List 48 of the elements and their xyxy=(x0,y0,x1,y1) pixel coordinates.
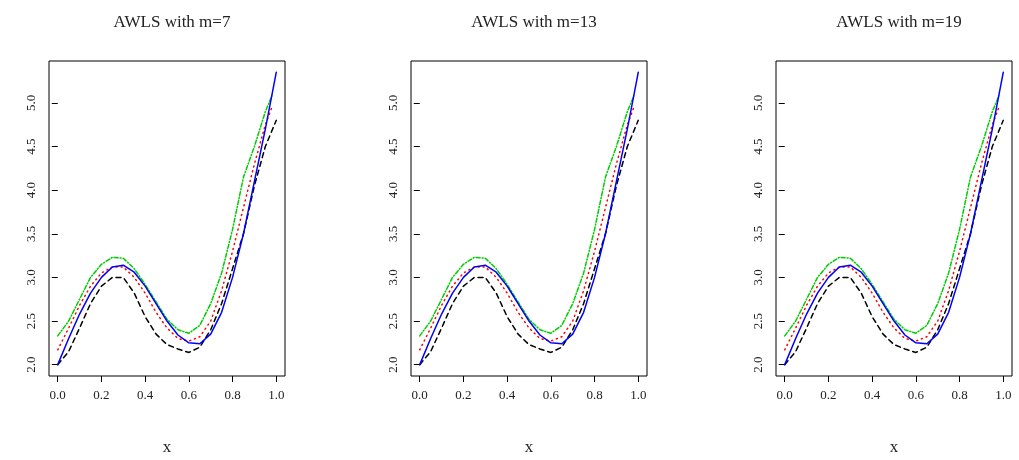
x-tick-label: 0.2 xyxy=(820,387,837,402)
y-tick-label: 2.5 xyxy=(750,312,765,330)
x-tick-label: 0.4 xyxy=(499,387,516,402)
y-tick-label: 3.5 xyxy=(385,225,400,242)
y-tick-label: 2.0 xyxy=(385,356,400,373)
x-axis-title: x xyxy=(524,437,534,456)
x-axis-title: x xyxy=(889,437,899,456)
y-tick-label: 2.5 xyxy=(23,312,38,330)
y-tick-label: 4.0 xyxy=(750,182,765,199)
x-tick-label: 0.6 xyxy=(907,387,925,402)
chart-title: AWLS with m=7 xyxy=(113,12,231,31)
x-tick-label: 1.0 xyxy=(630,387,647,402)
x-tick-label: 0.2 xyxy=(93,387,110,402)
y-tick-label: 4.5 xyxy=(385,138,400,155)
x-tick-label: 0.4 xyxy=(864,387,881,402)
y-tick-label: 4.5 xyxy=(23,138,38,155)
x-tick-label: 1.0 xyxy=(268,387,285,402)
y-tick-label: 3.0 xyxy=(23,269,38,286)
x-tick-label: 0.8 xyxy=(586,387,603,402)
x-tick-label: 0.0 xyxy=(411,387,428,402)
y-tick-label: 4.5 xyxy=(750,138,765,155)
line-series xyxy=(783,71,1005,366)
chart-title: AWLS with m=19 xyxy=(836,12,962,31)
x-tick-label: 0.4 xyxy=(137,387,154,402)
x-tick-label: 0.6 xyxy=(180,387,198,402)
y-tick-label: 5.0 xyxy=(385,94,400,112)
y-tick-label: 4.0 xyxy=(23,182,38,199)
chart-title: AWLS with m=13 xyxy=(471,12,597,31)
line-series xyxy=(418,71,640,366)
y-tick-label: 5.0 xyxy=(23,94,38,112)
x-tick-label: 0.8 xyxy=(951,387,968,402)
x-tick-label: 1.0 xyxy=(995,387,1012,402)
line-series xyxy=(56,71,278,366)
y-tick-label: 5.0 xyxy=(750,94,765,112)
y-tick-label: 4.0 xyxy=(385,182,400,199)
y-tick-label: 3.5 xyxy=(750,225,765,242)
y-tick-label: 3.5 xyxy=(23,225,38,242)
x-tick-label: 0.6 xyxy=(542,387,560,402)
y-tick-label: 2.5 xyxy=(385,312,400,330)
x-axis-title: x xyxy=(162,437,172,456)
y-tick-label: 3.0 xyxy=(750,269,765,286)
x-tick-label: 0.8 xyxy=(224,387,241,402)
y-tick-label: 2.0 xyxy=(23,356,38,373)
y-tick-label: 3.0 xyxy=(385,269,400,286)
y-tick-label: 2.0 xyxy=(750,356,765,373)
x-tick-label: 0.0 xyxy=(49,387,66,402)
x-tick-label: 0.2 xyxy=(455,387,472,402)
x-tick-label: 0.0 xyxy=(776,387,793,402)
